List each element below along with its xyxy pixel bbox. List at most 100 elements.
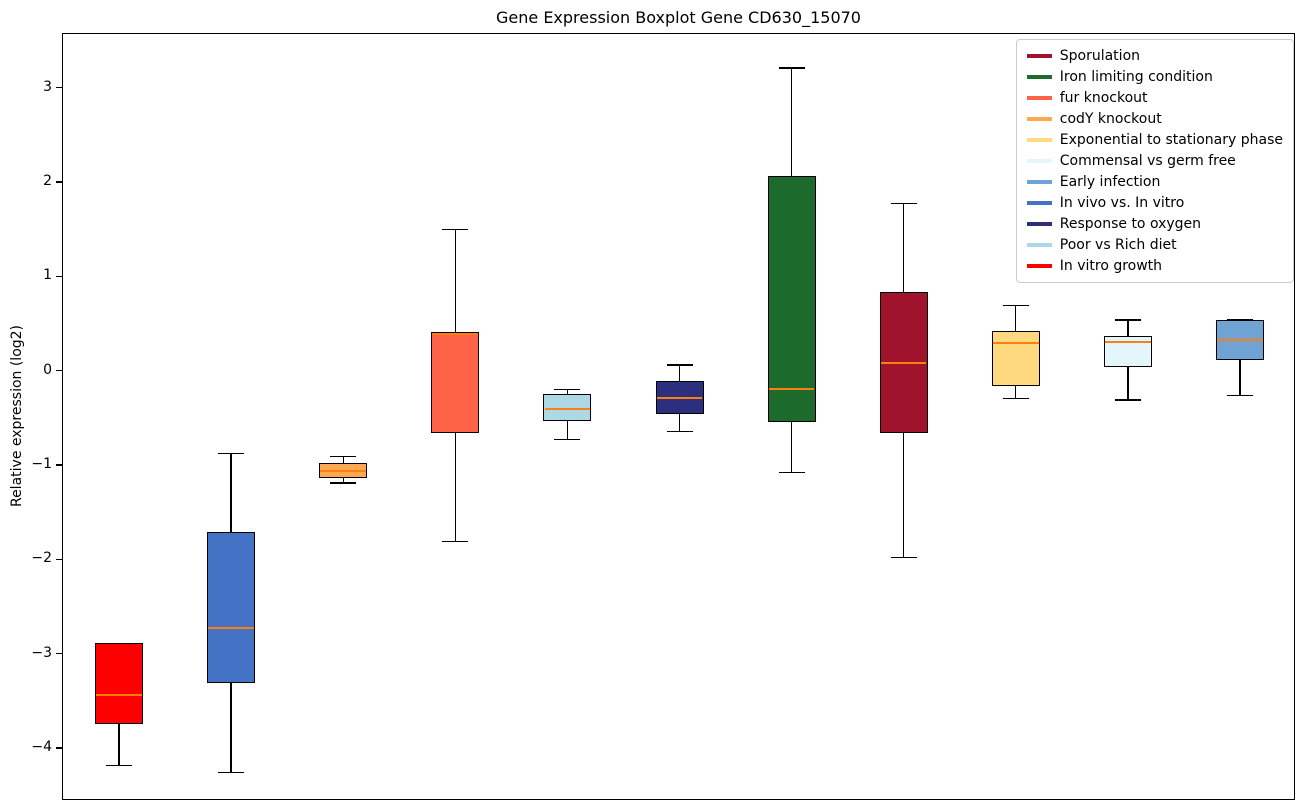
y-tick-label: 3 [43, 78, 52, 95]
lower-whisker-cap [1226, 394, 1253, 396]
lower-whisker [1015, 385, 1017, 399]
box-in-vivo-vs-in-vitro [207, 532, 256, 684]
y-tick-mark [56, 275, 62, 278]
lower-whisker-cap [554, 439, 581, 441]
legend-item: Iron limiting condition [1026, 69, 1283, 85]
legend-item: codY knockout [1026, 111, 1283, 127]
y-tick-mark [56, 87, 62, 89]
lower-whisker [454, 433, 456, 542]
legend-swatch [1026, 117, 1052, 121]
legend-label: codY knockout [1059, 111, 1162, 127]
upper-whisker-cap [1002, 305, 1029, 307]
upper-whisker [790, 67, 793, 176]
median-line [208, 627, 254, 630]
legend-swatch [1026, 54, 1052, 58]
box-poor-vs-rich-diet [543, 394, 592, 421]
box-iron-limiting-condition [767, 175, 816, 422]
upper-whisker-cap [778, 67, 805, 69]
lower-whisker [118, 723, 120, 766]
y-tick-label: 0 [43, 361, 52, 378]
y-tick-label: 1 [43, 267, 52, 284]
legend-item: Response to oxygen [1026, 217, 1283, 231]
lower-whisker-cap [1114, 399, 1141, 401]
median-line [544, 408, 591, 411]
upper-whisker-cap [330, 456, 357, 458]
upper-whisker [1127, 319, 1129, 336]
lower-whisker-cap [1002, 397, 1029, 399]
upper-whisker [678, 365, 681, 382]
lower-whisker-cap [442, 540, 469, 543]
lower-whisker [903, 433, 905, 558]
legend-label: fur knockout [1059, 90, 1148, 106]
upper-whisker [1015, 305, 1017, 332]
legend-swatch [1026, 201, 1052, 205]
legend-label: Sporulation [1059, 48, 1141, 64]
legend-swatch [1026, 138, 1052, 142]
legend-item: In vivo vs. In vitro [1026, 195, 1283, 211]
median-line [880, 362, 927, 365]
legend-label: In vivo vs. In vitro [1059, 195, 1185, 211]
y-tick-label: −4 [31, 739, 52, 756]
legend-swatch [1026, 159, 1052, 163]
legend-label: Iron limiting condition [1059, 69, 1213, 85]
legend-item: Sporulation [1026, 48, 1283, 64]
chart-title: Gene Expression Boxplot Gene CD630_15070 [496, 8, 861, 27]
upper-whisker-cap [218, 453, 245, 455]
upper-whisker [230, 453, 232, 533]
lower-whisker [790, 421, 793, 473]
upper-whisker [903, 203, 905, 292]
y-tick-label: −1 [31, 456, 52, 473]
lower-whisker-cap [778, 472, 805, 474]
upper-whisker [566, 389, 569, 395]
legend-item: Commensal vs germ free [1026, 153, 1283, 169]
lower-whisker [1127, 367, 1129, 401]
legend-label: In vitro growth [1059, 258, 1163, 274]
legend-swatch [1026, 222, 1052, 226]
median-line [320, 469, 367, 472]
y-tick-mark [56, 370, 62, 372]
median-line [992, 342, 1039, 345]
y-tick-label: −2 [31, 550, 52, 567]
box-in-vitro-growth [95, 643, 144, 724]
y-tick-mark [56, 747, 62, 749]
median-line [1105, 340, 1151, 343]
upper-whisker [342, 456, 344, 464]
lower-whisker [566, 420, 569, 440]
y-tick-mark [56, 558, 62, 561]
lower-whisker [342, 478, 344, 484]
upper-whisker-cap [666, 364, 693, 366]
lower-whisker-cap [218, 772, 245, 774]
y-tick-mark [56, 653, 62, 655]
legend-swatch [1026, 243, 1052, 247]
legend-swatch [1026, 180, 1052, 184]
y-tick-mark [56, 464, 62, 466]
lower-whisker-cap [106, 764, 133, 766]
legend-swatch [1026, 264, 1052, 268]
legend-label: Exponential to stationary phase [1059, 132, 1283, 148]
box-exponential-to-stationary-phase [991, 331, 1040, 386]
lower-whisker [230, 683, 232, 773]
upper-whisker-cap [890, 203, 917, 205]
lower-whisker-cap [666, 430, 693, 432]
upper-whisker-cap [554, 389, 581, 391]
y-axis-label: Relative expression (log2) [9, 324, 25, 508]
lower-whisker [1239, 360, 1241, 396]
lower-whisker [678, 414, 681, 432]
legend-label: Early infection [1059, 174, 1161, 190]
y-tick-mark [56, 181, 62, 183]
legend-item: In vitro growth [1026, 258, 1283, 274]
legend-label: Commensal vs germ free [1059, 153, 1236, 169]
legend-label: Poor vs Rich diet [1059, 237, 1177, 253]
median-line [432, 333, 479, 335]
legend-item: Early infection [1026, 174, 1283, 190]
upper-whisker-cap [442, 228, 469, 230]
box-fur-knockout [431, 332, 480, 434]
median-line [768, 387, 815, 390]
legend-item: fur knockout [1026, 90, 1283, 106]
y-tick-label: −3 [31, 644, 52, 661]
median-line [1217, 338, 1263, 341]
legend: Sporulation Iron limiting condition fur kn… [1015, 39, 1294, 283]
upper-whisker [454, 229, 456, 333]
upper-whisker-cap [1114, 319, 1141, 321]
